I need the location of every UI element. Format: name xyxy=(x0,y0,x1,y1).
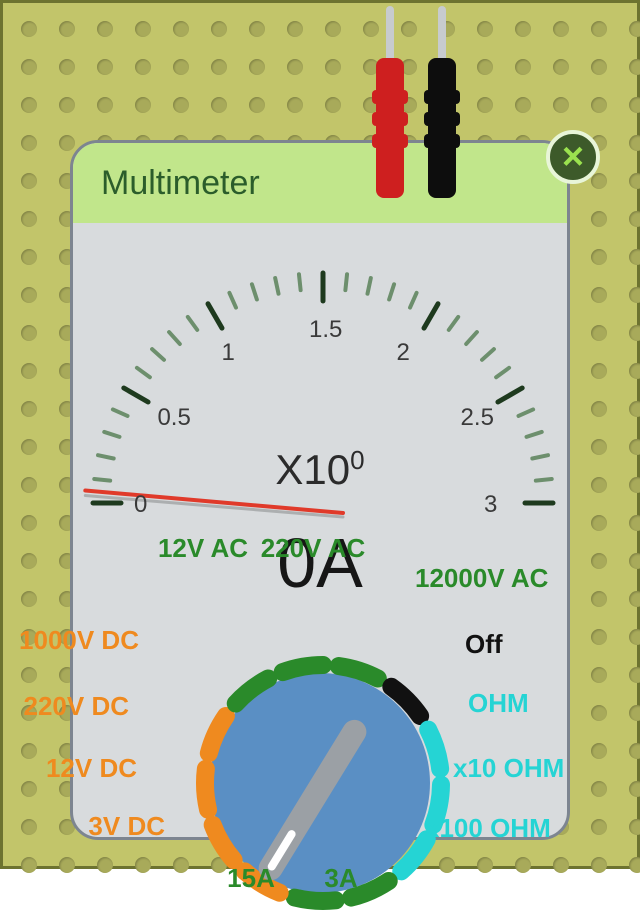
dial-segment[interactable] xyxy=(401,839,426,871)
scale-tick-label: 1.5 xyxy=(309,316,342,344)
dial-segment[interactable] xyxy=(428,730,440,769)
probes[interactable] xyxy=(350,0,510,220)
dial-segments xyxy=(73,543,573,913)
close-button[interactable]: × xyxy=(546,130,600,184)
scale-tick-label: 2 xyxy=(397,339,410,367)
dial-position-label[interactable]: 15A xyxy=(227,863,275,894)
multimeter-body: Multimeter 00.511.522.53 X100 0A 220V AC… xyxy=(70,140,570,840)
dial-position-label[interactable]: 12V DC xyxy=(46,753,137,784)
multiplier-label: X100 xyxy=(275,445,364,494)
dial-position-label[interactable]: OHM xyxy=(468,688,529,719)
dial-segment[interactable] xyxy=(391,687,420,716)
dial-position-label[interactable]: 1000V DC xyxy=(19,625,139,656)
scale-tick-label: 1 xyxy=(222,339,235,367)
dial-position-label[interactable]: 3V DC xyxy=(88,811,165,842)
close-icon: × xyxy=(562,136,584,179)
scale-tick-label: 3 xyxy=(484,491,497,519)
dial-position-label[interactable]: 220V DC xyxy=(24,691,130,722)
dial-segment[interactable] xyxy=(295,898,336,901)
dial-position-label[interactable]: 3A xyxy=(324,863,357,894)
dial-segment[interactable] xyxy=(236,679,268,704)
dial-position-label[interactable]: 12V AC xyxy=(158,533,248,564)
analog-scale-area: 00.511.522.53 X100 0A xyxy=(73,213,567,553)
scale-ticks xyxy=(73,213,573,553)
selector-dial-area: 220V AC12000V ACOffOHMx10 OHMx100 OHM3A1… xyxy=(73,543,567,843)
dial-position-label[interactable]: x100 OHM xyxy=(425,813,551,844)
scale-tick-label: 2.5 xyxy=(461,404,494,432)
title-text: Multimeter xyxy=(101,164,260,203)
dial-segment[interactable] xyxy=(213,825,234,860)
dial-position-label[interactable]: Off xyxy=(465,629,503,660)
dial-segment[interactable] xyxy=(339,666,378,678)
dial-position-label[interactable]: 220V AC xyxy=(261,533,366,564)
scale-tick-label: 0.5 xyxy=(157,404,190,432)
dial-segment[interactable] xyxy=(209,716,226,753)
dial-segment[interactable] xyxy=(205,769,208,810)
dial-position-label[interactable]: x10 OHM xyxy=(453,753,564,784)
scale-tick-label: 0 xyxy=(134,491,147,519)
dial-position-label[interactable]: 12000V AC xyxy=(415,563,548,594)
dial-segment[interactable] xyxy=(283,665,323,672)
